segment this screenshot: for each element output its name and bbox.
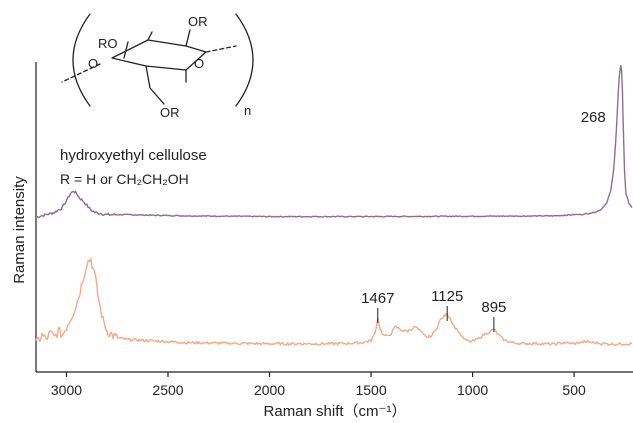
series-line-lower [35,257,633,347]
x-tick-label: 500 [562,382,586,398]
x-tick-label: 1500 [355,382,386,398]
structure-label-n: n [244,103,251,118]
structure-label-o-ring: O [194,56,204,71]
x-tick-label: 2000 [254,382,285,398]
x-tick-label: 2500 [152,382,183,398]
structure-label-or-top: OR [188,14,208,29]
structure-label-o-left: O [88,56,98,71]
inset-r-definition: R = H or CH₂CH₂OH [60,171,189,187]
glycosidic-bond-left [61,63,101,83]
glycosidic-bond-right [205,45,237,53]
structure-label-ro: RO [98,36,118,51]
ring-bonds [123,29,191,105]
x-tick-label: 3000 [51,382,82,398]
left-parenthesis [72,13,91,107]
structure-label-or-bottom: OR [160,105,180,120]
peak-label: 1467 [361,290,394,307]
structure-labels: OR RO O O OR n hydroxyethyl cellulose R … [60,14,251,187]
x-tick-label: 1000 [457,382,488,398]
y-axis-title: Raman intensity [11,176,28,284]
peak-label: 268 [581,109,606,126]
series-lines [35,64,633,347]
right-parenthesis [235,13,254,107]
structure-inset [61,13,254,107]
series-line-hec [35,64,633,219]
peak-label: 895 [481,299,506,316]
peak-annotations: 268 1467 1125 895 [361,109,606,332]
inset-compound-name: hydroxyethyl cellulose [60,147,207,164]
glucose-ring [111,39,207,71]
x-axis-title: Raman shift（cm⁻¹） [264,403,407,420]
x-ticks: 3000 2500 2000 1500 1000 500 [51,372,586,398]
peak-label: 1125 [431,288,463,305]
